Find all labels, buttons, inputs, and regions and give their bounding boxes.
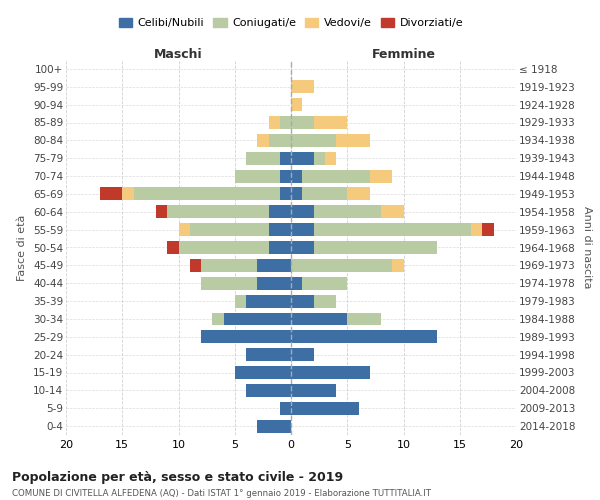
- Bar: [212, 312, 223, 326]
- Bar: [291, 330, 437, 343]
- Bar: [291, 384, 336, 397]
- Bar: [291, 223, 314, 236]
- Bar: [269, 241, 291, 254]
- Text: Popolazione per età, sesso e stato civile - 2019: Popolazione per età, sesso e stato civil…: [12, 471, 343, 484]
- Bar: [257, 134, 269, 147]
- Bar: [201, 330, 291, 343]
- Bar: [302, 170, 370, 182]
- Bar: [246, 384, 291, 397]
- Bar: [269, 116, 280, 129]
- Bar: [167, 241, 179, 254]
- Bar: [257, 277, 291, 289]
- Bar: [280, 170, 291, 182]
- Bar: [291, 294, 314, 308]
- Bar: [314, 152, 325, 164]
- Bar: [314, 241, 437, 254]
- Text: COMUNE DI CIVITELLA ALFEDENA (AQ) - Dati ISTAT 1° gennaio 2019 - Elaborazione TU: COMUNE DI CIVITELLA ALFEDENA (AQ) - Dati…: [12, 489, 431, 498]
- Bar: [347, 312, 381, 326]
- Bar: [291, 116, 314, 129]
- Bar: [314, 206, 381, 218]
- Bar: [133, 188, 280, 200]
- Bar: [314, 294, 336, 308]
- Bar: [122, 188, 133, 200]
- Bar: [291, 206, 314, 218]
- Bar: [291, 80, 314, 93]
- Bar: [257, 259, 291, 272]
- Bar: [280, 188, 291, 200]
- Bar: [190, 223, 269, 236]
- Bar: [246, 348, 291, 361]
- Bar: [302, 188, 347, 200]
- Bar: [370, 170, 392, 182]
- Bar: [302, 277, 347, 289]
- Bar: [325, 152, 336, 164]
- Bar: [291, 241, 314, 254]
- Bar: [381, 206, 404, 218]
- Bar: [100, 188, 122, 200]
- Bar: [291, 188, 302, 200]
- Bar: [291, 402, 359, 414]
- Bar: [291, 98, 302, 111]
- Bar: [201, 277, 257, 289]
- Bar: [482, 223, 493, 236]
- Bar: [291, 312, 347, 326]
- Bar: [235, 294, 246, 308]
- Bar: [280, 116, 291, 129]
- Legend: Celibi/Nubili, Coniugati/e, Vedovi/e, Divorziati/e: Celibi/Nubili, Coniugati/e, Vedovi/e, Di…: [115, 13, 467, 32]
- Bar: [269, 134, 291, 147]
- Bar: [336, 134, 370, 147]
- Bar: [269, 223, 291, 236]
- Bar: [190, 259, 201, 272]
- Y-axis label: Anni di nascita: Anni di nascita: [582, 206, 592, 289]
- Bar: [347, 188, 370, 200]
- Bar: [167, 206, 269, 218]
- Bar: [179, 241, 269, 254]
- Text: Maschi: Maschi: [154, 48, 203, 61]
- Bar: [156, 206, 167, 218]
- Bar: [235, 366, 291, 379]
- Bar: [291, 259, 392, 272]
- Bar: [291, 152, 314, 164]
- Bar: [314, 116, 347, 129]
- Bar: [291, 277, 302, 289]
- Bar: [223, 312, 291, 326]
- Bar: [246, 294, 291, 308]
- Bar: [235, 170, 280, 182]
- Bar: [291, 134, 336, 147]
- Bar: [246, 152, 280, 164]
- Bar: [257, 420, 291, 432]
- Bar: [392, 259, 404, 272]
- Bar: [201, 259, 257, 272]
- Bar: [280, 152, 291, 164]
- Bar: [280, 402, 291, 414]
- Bar: [291, 348, 314, 361]
- Y-axis label: Fasce di età: Fasce di età: [17, 214, 28, 280]
- Bar: [471, 223, 482, 236]
- Text: Femmine: Femmine: [371, 48, 436, 61]
- Bar: [291, 366, 370, 379]
- Bar: [291, 170, 302, 182]
- Bar: [269, 206, 291, 218]
- Bar: [314, 223, 471, 236]
- Bar: [179, 223, 190, 236]
